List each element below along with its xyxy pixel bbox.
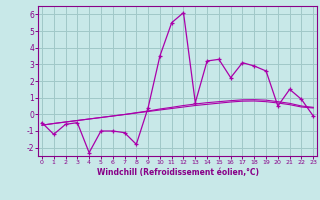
X-axis label: Windchill (Refroidissement éolien,°C): Windchill (Refroidissement éolien,°C) [97,168,259,177]
